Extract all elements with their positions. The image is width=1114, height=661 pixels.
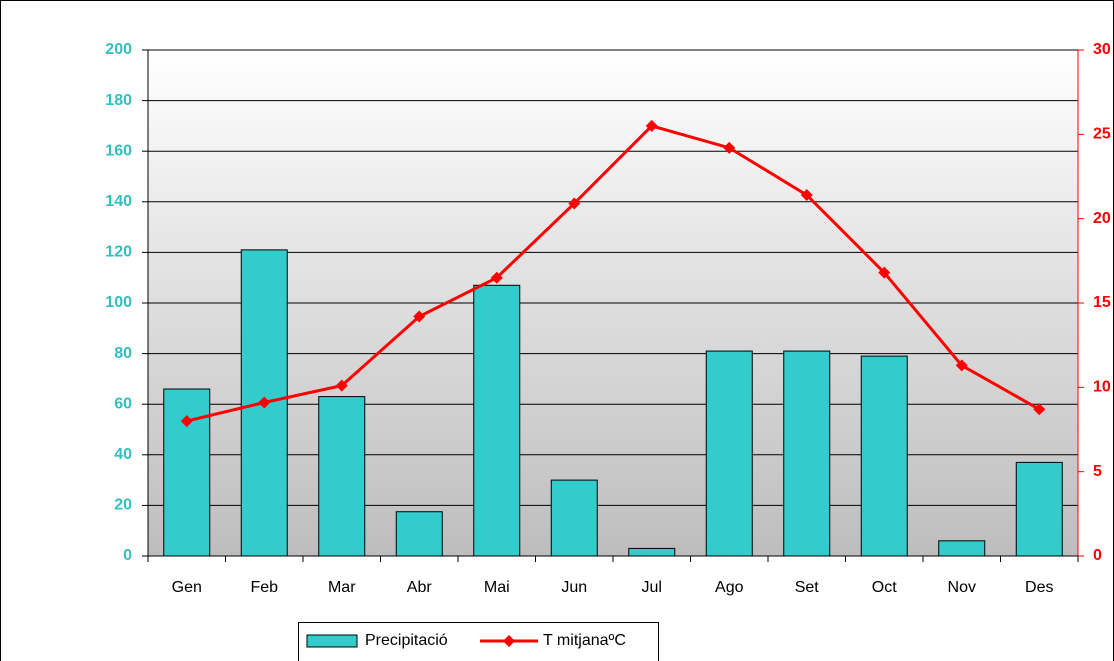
y-tick-label: 140	[105, 193, 132, 210]
bar	[860, 355, 908, 557]
y2-tick-label: 20	[1093, 210, 1111, 227]
y-tick-label: 20	[114, 497, 132, 514]
y2-tick-label: 30	[1093, 41, 1111, 58]
y-tick-label: 160	[105, 142, 132, 159]
marker	[490, 271, 503, 284]
legend-marker	[503, 635, 515, 647]
bar	[705, 350, 753, 557]
marker	[335, 379, 348, 392]
marker	[878, 266, 891, 279]
bar	[628, 547, 676, 557]
x-tick-label: Oct	[872, 579, 897, 596]
marker	[1033, 403, 1046, 416]
y-tick-label: 60	[114, 395, 132, 412]
x-tick-label: Abr	[407, 579, 433, 596]
marker	[413, 310, 426, 323]
y-tick-label: 120	[105, 244, 132, 261]
marker	[955, 359, 968, 372]
y2-tick-label: 10	[1093, 379, 1111, 396]
legend-box	[298, 622, 659, 661]
x-tick-label: Nov	[948, 579, 976, 596]
marker	[258, 396, 271, 409]
y-tick-label: 180	[105, 92, 132, 109]
bar	[395, 511, 443, 557]
marker	[568, 197, 581, 210]
y2-tick-label: 0	[1093, 547, 1102, 564]
bar	[783, 350, 831, 557]
x-tick-label: Ago	[715, 579, 744, 596]
x-tick-label: Jun	[561, 579, 587, 596]
y2-tick-label: 5	[1093, 463, 1102, 480]
legend-label: Precipitació	[365, 632, 448, 649]
bar	[1015, 461, 1063, 557]
y-tick-label: 0	[123, 547, 132, 564]
bar	[550, 479, 598, 557]
legend-label: T mitjanaºC	[543, 632, 626, 649]
y2-tick-label: 25	[1093, 126, 1111, 143]
x-tick-label: Feb	[250, 579, 278, 596]
line	[186, 124, 1040, 423]
bar	[473, 284, 521, 557]
y-tick-label: 80	[114, 345, 132, 362]
x-tick-label: Jul	[642, 579, 662, 596]
x-tick-label: Mai	[484, 579, 510, 596]
marker	[180, 415, 193, 428]
marker	[723, 141, 736, 154]
marker	[645, 119, 658, 132]
y-tick-label: 200	[105, 41, 132, 58]
bar	[163, 388, 211, 557]
x-tick-label: Mar	[328, 579, 356, 596]
x-tick-label: Gen	[172, 579, 202, 596]
legend-swatch	[306, 634, 358, 648]
bar	[938, 540, 986, 557]
marker	[800, 189, 813, 202]
x-tick-label: Set	[795, 579, 820, 596]
y-tick-label: 100	[105, 294, 132, 311]
y2-tick-label: 15	[1093, 294, 1111, 311]
y-tick-label: 40	[114, 446, 132, 463]
bar	[318, 396, 366, 557]
x-tick-label: Des	[1025, 579, 1053, 596]
